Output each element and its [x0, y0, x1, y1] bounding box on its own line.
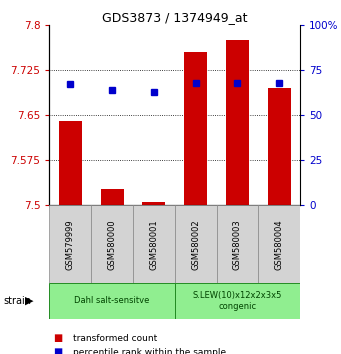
Text: strain: strain	[3, 296, 31, 306]
Bar	[175, 205, 217, 283]
Text: Dahl salt-sensitve: Dahl salt-sensitve	[74, 296, 150, 306]
Text: GSM580001: GSM580001	[149, 219, 158, 270]
Bar	[175, 283, 300, 319]
Bar	[226, 40, 249, 205]
Title: GDS3873 / 1374949_at: GDS3873 / 1374949_at	[102, 11, 248, 24]
Bar	[59, 121, 82, 205]
Text: ▶: ▶	[25, 296, 33, 306]
Bar	[49, 205, 91, 283]
Text: percentile rank within the sample: percentile rank within the sample	[73, 348, 226, 354]
Text: GSM580002: GSM580002	[191, 219, 200, 270]
Text: transformed count: transformed count	[73, 333, 158, 343]
Bar	[133, 205, 175, 283]
Bar	[49, 283, 175, 319]
Text: GSM580000: GSM580000	[108, 219, 117, 270]
Text: S.LEW(10)x12x2x3x5
congenic: S.LEW(10)x12x2x3x5 congenic	[193, 291, 282, 310]
Bar	[101, 189, 123, 205]
Text: ■: ■	[53, 333, 62, 343]
Text: GSM580004: GSM580004	[275, 219, 284, 270]
Bar	[217, 205, 258, 283]
Bar	[268, 88, 291, 205]
Text: GSM579999: GSM579999	[66, 219, 75, 270]
Bar	[258, 205, 300, 283]
Text: GSM580003: GSM580003	[233, 219, 242, 270]
Text: ■: ■	[53, 347, 62, 354]
Bar	[91, 205, 133, 283]
Bar	[143, 202, 165, 205]
Bar	[184, 52, 207, 205]
